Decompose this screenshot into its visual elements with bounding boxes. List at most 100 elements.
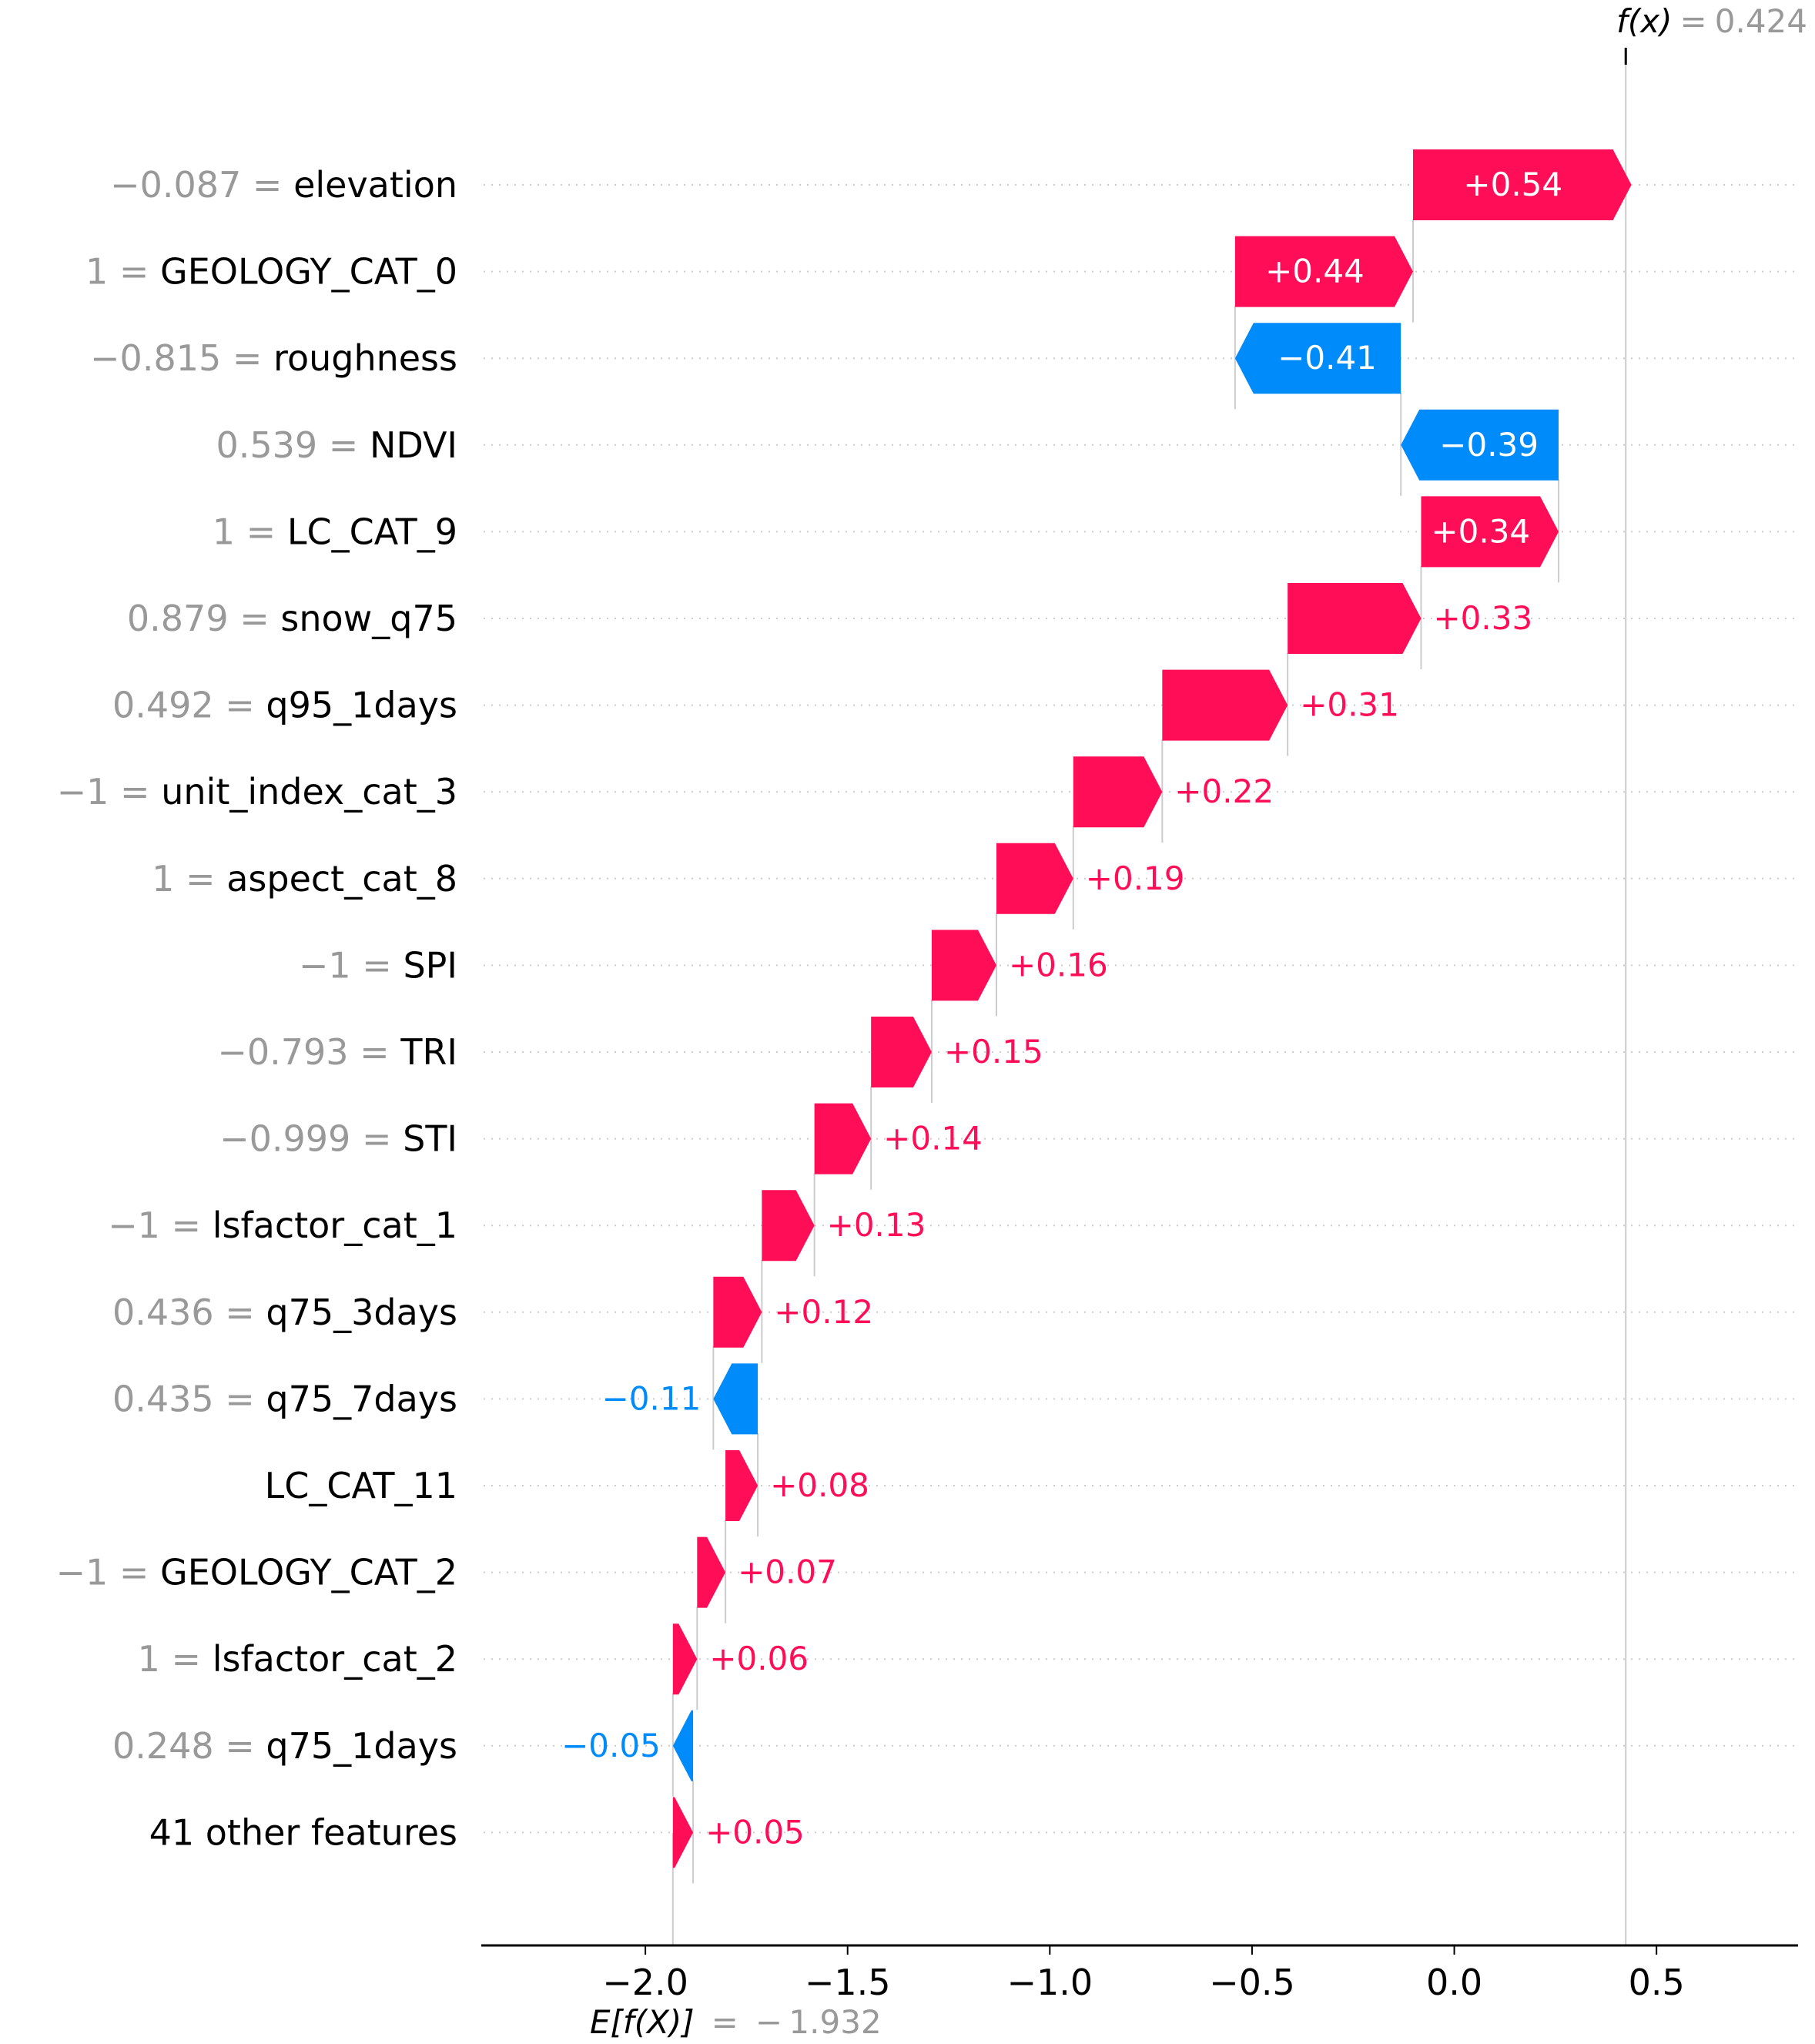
feature-name: GEOLOGY_CAT_2: [160, 1552, 457, 1593]
feature-value: −1 =: [108, 1205, 213, 1246]
feature-name: elevation: [293, 164, 457, 206]
contribution-value-label: +0.22: [1174, 772, 1274, 810]
feature-name: 41 other features: [149, 1811, 457, 1853]
feature-label: −1 = SPI: [299, 944, 457, 986]
positive-contribution-bar: [1162, 669, 1288, 741]
positive-contribution-bar: [713, 1276, 762, 1348]
feature-label: 41 other features: [149, 1811, 457, 1853]
contribution-value-label: +0.16: [1009, 946, 1108, 983]
feature-value: 0.879 =: [127, 598, 280, 639]
positive-contribution-bar: [931, 930, 996, 1001]
feature-value: −0.087 =: [110, 164, 293, 206]
feature-name: SPI: [403, 944, 457, 986]
negative-contribution-bar: [672, 1710, 694, 1781]
feature-label: LC_CAT_11: [265, 1465, 457, 1506]
negative-contribution-bar: [713, 1363, 758, 1435]
feature-label: 1 = lsfactor_cat_2: [138, 1638, 457, 1680]
feature-label: 0.435 = q75_7days: [112, 1378, 457, 1419]
contribution-value-label: +0.08: [770, 1466, 869, 1504]
x-tick-label: −1.5: [805, 1962, 891, 2003]
feature-labels: −0.087 = elevation 1 = GEOLOGY_CAT_0 −0.81…: [55, 164, 457, 1853]
positive-contribution-bar: [1073, 756, 1163, 828]
positive-contribution-bar: [996, 843, 1073, 914]
feature-name: lsfactor_cat_1: [213, 1205, 457, 1246]
feature-value: −1 =: [57, 771, 162, 813]
feature-name: LC_CAT_9: [287, 511, 457, 552]
contribution-value-label: +0.54: [1463, 166, 1562, 203]
feature-label: −0.087 = elevation: [110, 164, 457, 206]
contribution-value-label: +0.15: [944, 1033, 1043, 1071]
output-value-label: f(x) = 0.424: [1616, 2, 1807, 40]
feature-label: −0.999 = STI: [219, 1118, 457, 1160]
contribution-value-label: −0.41: [1278, 339, 1377, 377]
x-tick-label: 0.0: [1426, 1962, 1482, 2003]
feature-label: 1 = GEOLOGY_CAT_0: [85, 251, 457, 293]
x-tick-label: −1.0: [1006, 1962, 1093, 2003]
positive-contribution-bar: [697, 1536, 726, 1608]
contribution-value-label: +0.06: [709, 1640, 809, 1677]
feature-value: 1 =: [213, 511, 287, 552]
positive-contribution-bar: [725, 1450, 758, 1521]
contribution-value-label: +0.33: [1433, 599, 1532, 637]
feature-value: 0.539 =: [216, 424, 369, 466]
contribution-bars: +0.54 +0.44 −0.41 −0.39 +0.34 +0.33 +0.31 +0.22…: [561, 149, 1632, 1868]
positive-contribution-bar: [871, 1017, 932, 1087]
feature-name: snow_q75: [280, 598, 457, 639]
x-tick-label: −2.0: [602, 1962, 688, 2003]
row-gridlines: [484, 184, 1798, 1834]
feature-name: GEOLOGY_CAT_0: [160, 251, 457, 293]
contribution-value-label: +0.14: [883, 1120, 983, 1158]
feature-label: 0.492 = q95_1days: [112, 685, 457, 726]
feature-label: 0.879 = snow_q75: [127, 598, 457, 639]
feature-label: −1 = lsfactor_cat_1: [108, 1205, 457, 1246]
feature-name: roughness: [273, 337, 457, 379]
feature-value: 0.248 =: [112, 1725, 266, 1767]
feature-value: −0.815 =: [90, 337, 273, 379]
feature-label: 0.248 = q75_1days: [112, 1725, 457, 1767]
feature-name: q75_3days: [266, 1292, 457, 1333]
feature-value: 0.492 =: [112, 685, 266, 726]
feature-value: 1 =: [85, 251, 160, 293]
feature-name: q75_1days: [266, 1725, 457, 1767]
negative-contribution-bar: [1234, 323, 1401, 394]
feature-label: −0.793 = TRI: [217, 1031, 457, 1073]
feature-label: 0.539 = NDVI: [216, 424, 457, 466]
feature-label: 0.436 = q75_3days: [112, 1292, 457, 1333]
feature-label: −0.815 = roughness: [90, 337, 457, 379]
positive-contribution-bar: [672, 1623, 698, 1695]
x-tick-label: 0.5: [1629, 1962, 1685, 2003]
feature-label: −1 = GEOLOGY_CAT_2: [55, 1552, 457, 1593]
feature-value: −0.793 =: [217, 1031, 400, 1073]
feature-name: STI: [403, 1118, 457, 1160]
x-tick-label: −0.5: [1209, 1962, 1295, 2003]
contribution-value-label: +0.13: [827, 1206, 926, 1244]
reference-lines: [671, 48, 1627, 1945]
negative-contribution-bar: [1401, 409, 1559, 481]
feature-value: 1 =: [152, 858, 226, 900]
positive-contribution-bar: [814, 1103, 872, 1174]
contribution-value-label: −0.05: [561, 1727, 661, 1764]
contribution-value-label: +0.12: [774, 1293, 873, 1331]
contribution-value-label: +0.05: [705, 1813, 805, 1851]
positive-contribution-bar: [1421, 496, 1559, 568]
feature-value: −0.999 =: [219, 1118, 403, 1160]
feature-name: aspect_cat_8: [226, 858, 457, 900]
feature-name: lsfactor_cat_2: [213, 1638, 457, 1680]
feature-value: 1 =: [138, 1638, 213, 1680]
contribution-value-label: −0.39: [1439, 426, 1539, 464]
feature-label: 1 = LC_CAT_9: [213, 511, 457, 552]
feature-value: −1 =: [55, 1552, 160, 1593]
positive-contribution-bar: [672, 1797, 694, 1868]
positive-contribution-bar: [762, 1190, 815, 1262]
feature-value: 0.435 =: [112, 1378, 266, 1419]
feature-name: q95_1days: [266, 685, 457, 726]
contribution-value-label: +0.31: [1300, 686, 1399, 724]
feature-name: LC_CAT_11: [265, 1465, 457, 1506]
feature-name: unit_index_cat_3: [161, 771, 457, 813]
feature-label: −1 = unit_index_cat_3: [57, 771, 457, 813]
feature-name: q75_7days: [266, 1378, 457, 1419]
positive-contribution-bar: [1288, 583, 1422, 654]
feature-name: TRI: [400, 1031, 457, 1073]
feature-value: −1 =: [299, 944, 404, 986]
